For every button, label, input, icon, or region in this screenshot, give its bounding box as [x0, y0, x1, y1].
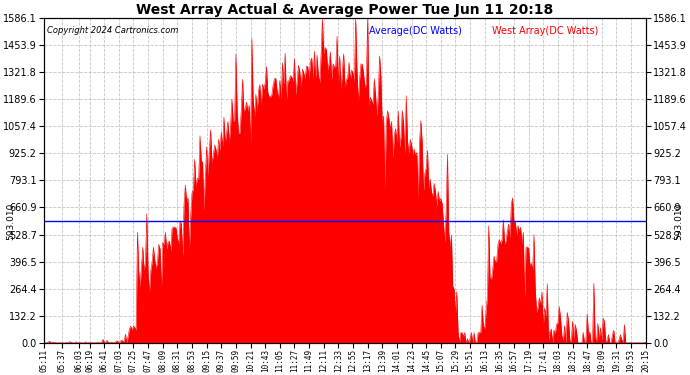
Text: Average(DC Watts): Average(DC Watts) [369, 26, 462, 36]
Text: Copyright 2024 Cartronics.com: Copyright 2024 Cartronics.com [48, 26, 179, 35]
Text: 593.010: 593.010 [674, 202, 683, 240]
Text: West Array(DC Watts): West Array(DC Watts) [493, 26, 599, 36]
Title: West Array Actual & Average Power Tue Jun 11 20:18: West Array Actual & Average Power Tue Ju… [137, 3, 553, 17]
Text: 593.010: 593.010 [7, 202, 16, 240]
